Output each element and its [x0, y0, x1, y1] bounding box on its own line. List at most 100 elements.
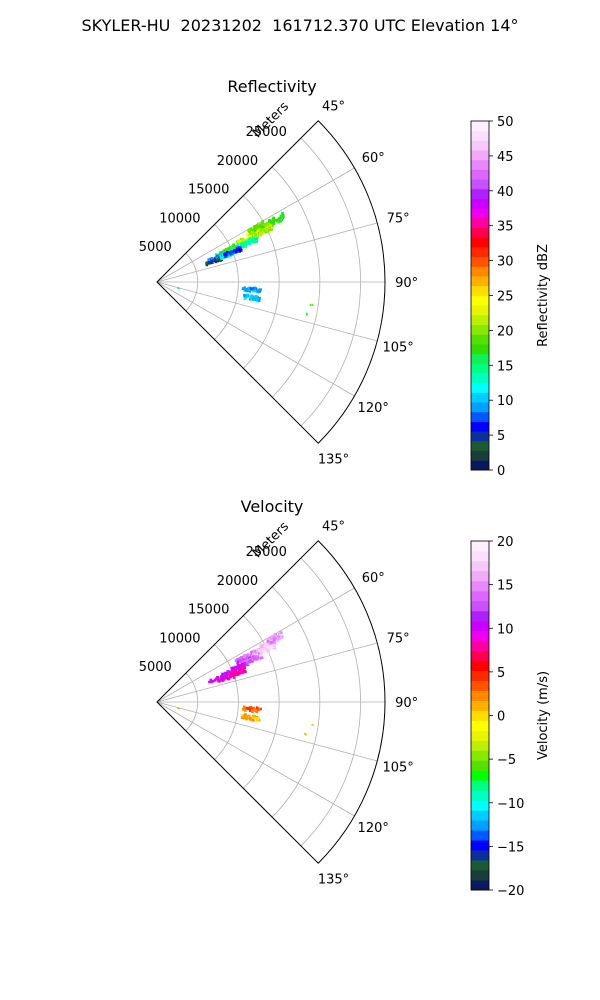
data-cell — [210, 259, 214, 263]
data-cell — [259, 645, 263, 648]
colorbar-tick-label: 20 — [497, 324, 514, 339]
colorbar-segment — [471, 660, 489, 672]
data-cell — [244, 661, 248, 664]
data-cell — [205, 261, 209, 264]
data-cell — [259, 225, 262, 229]
colorbar-segment — [471, 411, 489, 422]
data-cell — [270, 221, 273, 225]
data-cell — [270, 228, 274, 231]
colorbar-tick-label: 5 — [497, 429, 505, 444]
data-cell — [245, 717, 248, 721]
colorbar-tick-label: 40 — [497, 185, 514, 200]
data-cell — [250, 706, 254, 710]
colorbar-segment — [471, 305, 489, 316]
colorbar-segment — [471, 188, 489, 199]
colorbar-tick-label: −10 — [497, 797, 524, 812]
data-cell — [259, 643, 263, 647]
data-cell — [213, 258, 216, 262]
data-cell — [255, 227, 258, 230]
colorbar-segment — [471, 760, 489, 771]
data-cell — [232, 244, 235, 247]
data-cell — [267, 222, 270, 226]
colorbar-segment — [471, 121, 489, 132]
data-cell — [229, 250, 233, 254]
data-cell — [255, 718, 259, 722]
data-cell — [207, 258, 211, 261]
data-cell — [251, 655, 255, 659]
data-cell — [236, 244, 240, 247]
colorbar-segment — [471, 217, 489, 229]
colorbar-segment — [471, 373, 489, 384]
colorbar-segment — [471, 740, 489, 751]
colorbar-label: Reflectivity dBZ — [536, 244, 551, 347]
data-cell — [210, 680, 213, 683]
data-cell — [254, 655, 258, 658]
data-cell — [255, 710, 258, 714]
data-cell — [241, 714, 245, 717]
data-cell — [266, 650, 270, 654]
data-cell — [229, 252, 233, 255]
data-cell — [221, 257, 224, 260]
colorbar-segment — [471, 382, 489, 393]
data-cell — [261, 220, 265, 223]
data-cell — [251, 234, 254, 237]
colorbar-segment — [471, 560, 489, 572]
data-cell — [239, 247, 242, 251]
data-cell — [272, 219, 276, 222]
data-cell — [259, 651, 263, 654]
colorbar-segment — [471, 690, 489, 701]
data-cell — [253, 238, 257, 241]
data-cell — [225, 248, 229, 251]
colorbar-segment — [471, 140, 489, 151]
azimuth-gridline — [156, 701, 355, 817]
colorbar-segment — [471, 840, 489, 851]
azimuth-tick-label: 60° — [362, 571, 385, 586]
data-cell — [229, 673, 232, 677]
data-cell — [252, 653, 256, 656]
data-cell — [261, 230, 265, 233]
data-cell — [240, 716, 244, 720]
data-cell — [311, 724, 313, 726]
data-cell — [255, 706, 259, 709]
data-cell — [242, 705, 246, 709]
azimuth-tick-label: 75° — [387, 211, 410, 226]
data-cell — [246, 293, 249, 297]
data-cell — [258, 297, 261, 300]
colorbar-segment — [471, 830, 489, 841]
data-cell — [209, 678, 213, 682]
data-cell — [248, 239, 252, 243]
data-cell — [249, 650, 253, 654]
data-cell — [226, 251, 229, 254]
data-cell — [271, 219, 274, 222]
data-cell — [271, 645, 275, 648]
data-cell — [236, 660, 240, 663]
data-cell — [177, 707, 180, 709]
data-cell — [309, 304, 312, 306]
data-cell — [272, 635, 276, 639]
data-cell — [208, 261, 211, 264]
data-cell — [264, 642, 268, 646]
data-cell — [221, 673, 224, 677]
data-cell — [215, 677, 218, 681]
data-cell — [238, 243, 241, 246]
colorbar-tick-label: 0 — [497, 464, 505, 479]
range-tick-label: 25000 — [246, 125, 287, 140]
data-cell — [265, 648, 269, 652]
data-cell — [238, 657, 242, 660]
data-cell — [224, 673, 227, 677]
data-cell — [238, 668, 241, 671]
colorbar-segment — [471, 600, 489, 612]
data-cell — [240, 243, 243, 247]
data-cell — [213, 256, 217, 260]
data-cell — [243, 716, 247, 720]
data-cell — [210, 261, 213, 264]
colorbar-tick-label: 50 — [497, 115, 514, 130]
data-cell — [272, 222, 276, 225]
data-cell — [245, 295, 249, 298]
colorbar-segment — [471, 590, 489, 602]
data-cell — [267, 639, 270, 643]
data-cell — [268, 646, 272, 649]
polar-frame — [156, 540, 386, 864]
data-cell — [305, 312, 308, 315]
colorbar-segment — [471, 680, 489, 691]
